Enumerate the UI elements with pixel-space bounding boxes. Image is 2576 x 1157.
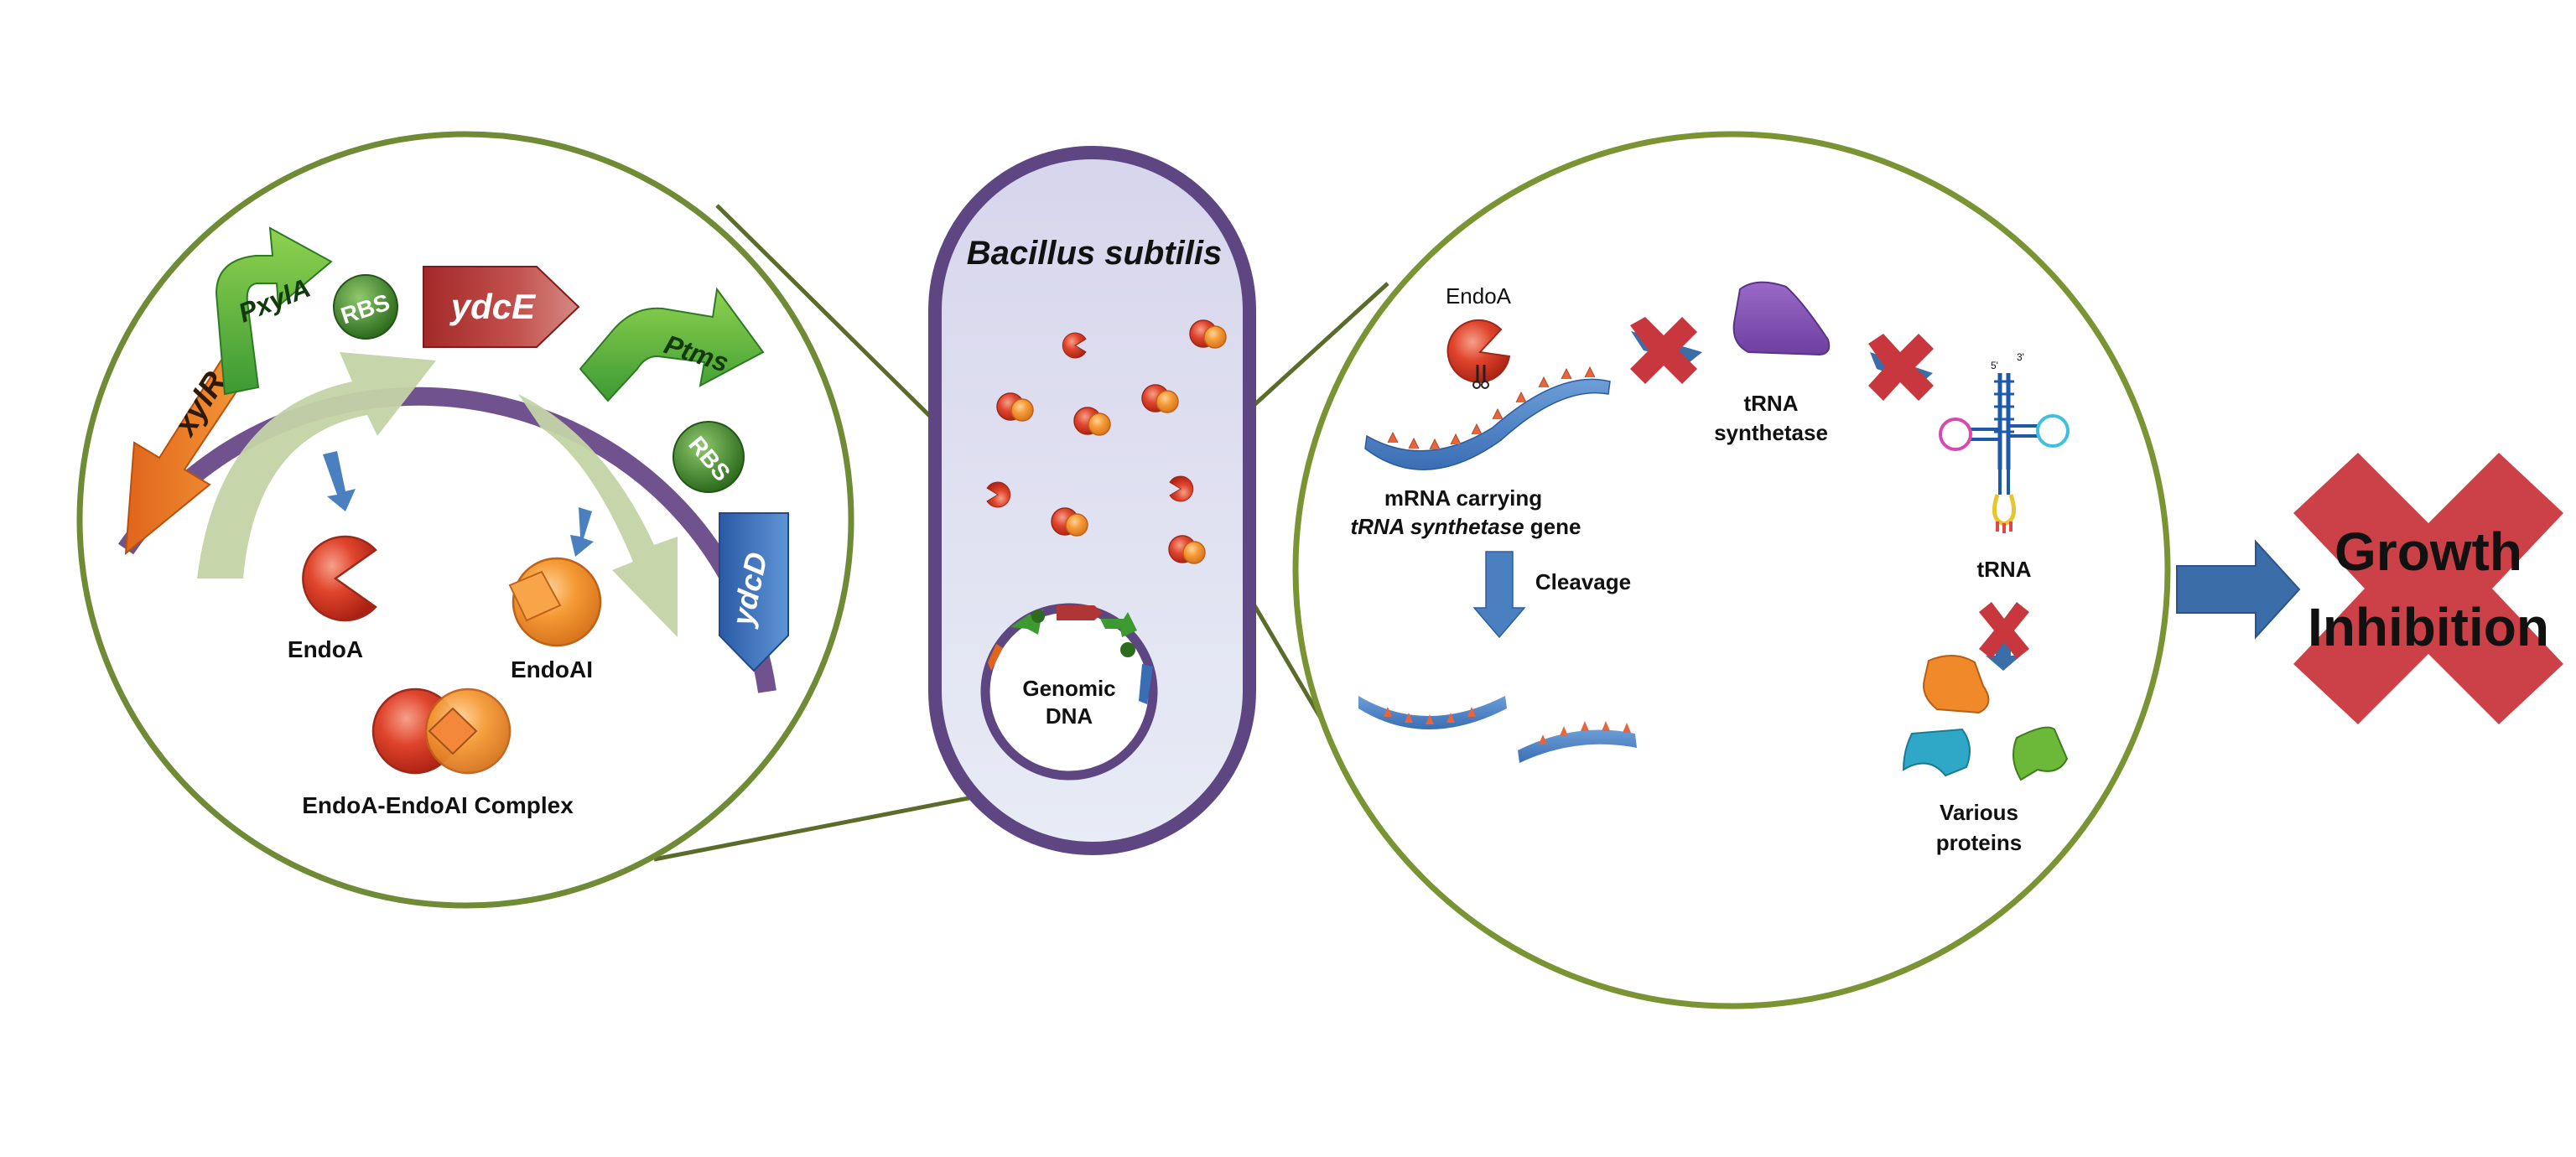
endoA-label: EndoA: [288, 636, 363, 662]
rbs-site-2: RBS: [673, 421, 745, 493]
protein-green: [2012, 726, 2069, 781]
genomic-dna-label-2: DNA: [1046, 703, 1093, 729]
expression-arrow-endoAI: [570, 507, 594, 557]
endoAI-label: EndoAI: [511, 656, 593, 682]
trna-label: tRNA: [1977, 557, 2032, 582]
outcome-arrow: [2176, 539, 2301, 640]
cell-title: Bacillus subtilis: [967, 235, 1223, 272]
proteins-label-1: Various: [1940, 800, 2018, 825]
blocked-protein-synthesis-cross: [1979, 602, 2029, 671]
complex-label: EndoA-EndoAI Complex: [302, 792, 574, 818]
right-endoA-label: EndoA: [1446, 283, 1512, 309]
cleavage-label: Cleavage: [1535, 569, 1631, 594]
endoA-protein: [302, 535, 377, 622]
cleaved-mrna-fragments: [1358, 696, 1637, 763]
genomic-dna-label-1: Genomic: [1022, 676, 1115, 701]
trna-synthetase-protein: [1732, 281, 1831, 356]
right-zoom-circle: [1292, 131, 2171, 1009]
ydcE-gene: ydcE: [423, 266, 580, 348]
growth-inhibition-outcome: Growth Inhibition: [2176, 453, 2563, 724]
large-cross-icon: [2293, 453, 2563, 724]
proteins-label-2: proteins: [1936, 830, 2023, 855]
expression-arrow-endoA: [323, 451, 356, 511]
ydcD-gene: ydcD: [719, 512, 789, 672]
mrna-strand: [1364, 366, 1611, 470]
ydcE-label: ydcE: [449, 287, 537, 326]
genomic-dna: Genomic DNA: [980, 603, 1158, 781]
various-proteins: [1902, 655, 2069, 781]
mrna-label-1: mRNA carrying: [1384, 485, 1542, 511]
mrna-label-2-italic: tRNA synthetase: [1350, 514, 1524, 539]
protein-orange: [1923, 655, 1990, 714]
endoA-scissors: [1446, 319, 1511, 389]
endoAI-protein: [508, 557, 602, 647]
mrna-label-2-rest: gene: [1524, 514, 1581, 539]
protein-cyan: [1902, 728, 1971, 777]
outcome-label-2: Inhibition: [2308, 597, 2549, 657]
endoA-endoAI-complex: [371, 687, 512, 775]
trna-three-prime: 3': [2017, 351, 2024, 363]
right-panel-mechanism: EndoA mRNA carrying tRNA synthetase gene…: [1292, 131, 2171, 1009]
blocked-charging-cross: [1868, 334, 1934, 401]
blocked-translation-cross: [1630, 317, 1702, 384]
mrna-label-2: tRNA synthetase gene: [1350, 514, 1581, 539]
left-panel-gene-circuit: xylR PxylA RBS ydcE Ptms RBS: [76, 131, 854, 909]
scissors-icon: [1472, 381, 1481, 389]
translation-arrow-left: [197, 352, 436, 578]
trna-molecule: 5' 3': [1939, 351, 2070, 533]
outcome-label-1: Growth: [2334, 521, 2522, 582]
translation-arrow-right: [518, 394, 678, 637]
trna-five-prime: 5': [1991, 360, 1998, 371]
cleavage-arrow: [1472, 551, 1526, 639]
trna-synthetase-label-1: tRNA: [1744, 391, 1799, 416]
bacillus-cell: Bacillus subtilis Genomic DNA: [928, 146, 1256, 855]
trna-synthetase-label-2: synthetase: [1714, 420, 1828, 445]
rbs-site-1: RBS: [333, 274, 398, 340]
